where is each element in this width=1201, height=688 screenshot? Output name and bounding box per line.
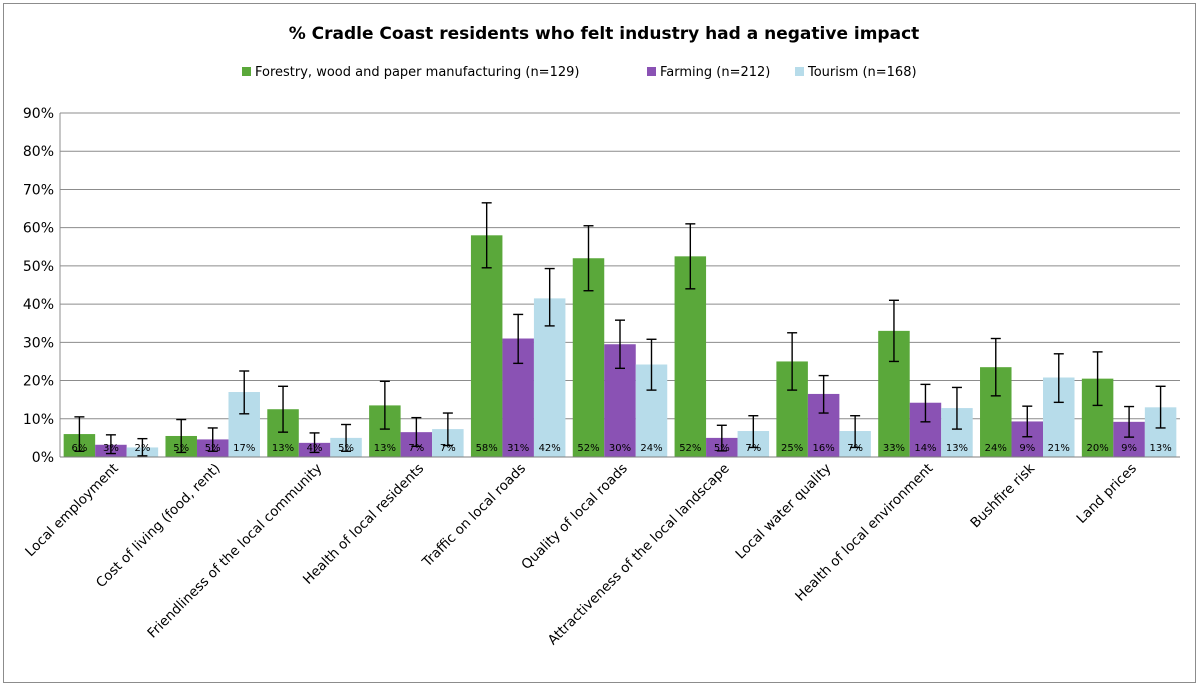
y-tick-label: 60% [23,221,54,237]
category-label: Attractiveness of the local landscape [545,461,733,649]
data-label: 5% [205,443,221,454]
y-axis-ticks: 0% 10% 20% 30% 40% 50% 60% 70% 80% 90% [23,106,61,466]
data-label: 13% [946,443,968,454]
y-tick-label: 70% [23,182,54,198]
chart-title: % Cradle Coast residents who felt indust… [289,24,920,44]
legend-swatch [242,67,251,76]
data-label: 7% [745,443,761,454]
data-label: 7% [847,443,863,454]
legend-swatch [647,67,656,76]
y-tick-label: 30% [23,335,54,351]
y-tick-label: 50% [23,259,54,275]
category-label: Traffic on local roads [419,461,529,571]
data-label: 7% [408,443,424,454]
data-label: 20% [1086,443,1108,454]
error-bars [74,202,1166,457]
category-label: Friendliness of the local community [144,461,325,642]
data-label: 5% [173,443,189,454]
data-label: 13% [1149,443,1171,454]
data-label: 52% [679,443,701,454]
y-tick-label: 40% [23,297,54,313]
legend-label: Forestry, wood and paper manufacturing (… [255,65,579,80]
data-label: 5% [338,443,354,454]
category-label: Health of local residents [300,461,427,588]
y-tick-label: 10% [23,412,54,428]
data-label: 13% [374,443,396,454]
y-tick-label: 0% [32,450,54,466]
y-tick-label: 20% [23,374,54,390]
category-label: Land prices [1074,461,1140,527]
bar [674,256,707,457]
category-label: Local water quality [732,461,834,563]
data-label: 30% [609,443,631,454]
legend-label: Farming (n=212) [660,65,770,80]
data-label: 5% [714,443,730,454]
y-tick-label: 90% [23,106,54,122]
data-label: 3% [103,443,119,454]
data-label: 9% [1019,443,1035,454]
data-label: 24% [985,443,1007,454]
data-label: 6% [71,443,87,454]
bar [470,235,503,457]
data-label: 7% [440,443,456,454]
data-label: 58% [476,443,498,454]
category-label: Bushfire risk [967,460,1038,531]
data-labels: 6% 3% 2% 5% 5% 17% 13% 4% 5% 13% 7% 7% 58% 31% 42% 52% 3… [71,443,1171,454]
legend-swatch [795,67,804,76]
data-label: 13% [272,443,294,454]
category-label: Local employment [22,461,121,560]
legend-label: Tourism (n=168) [807,65,917,80]
data-label: 33% [883,443,905,454]
category-label: Quality of local roads [518,461,630,573]
data-label: 4% [307,443,323,454]
data-label: 2% [134,443,150,454]
data-label: 52% [577,443,599,454]
data-label: 21% [1048,443,1070,454]
data-label: 17% [233,443,255,454]
legend: Forestry, wood and paper manufacturing (… [242,65,917,80]
data-label: 9% [1121,443,1137,454]
data-label: 24% [640,443,662,454]
y-tick-label: 80% [23,144,54,160]
data-label: 31% [507,443,529,454]
data-label: 25% [781,443,803,454]
data-label: 16% [813,443,835,454]
data-label: 42% [539,443,561,454]
data-label: 14% [914,443,936,454]
